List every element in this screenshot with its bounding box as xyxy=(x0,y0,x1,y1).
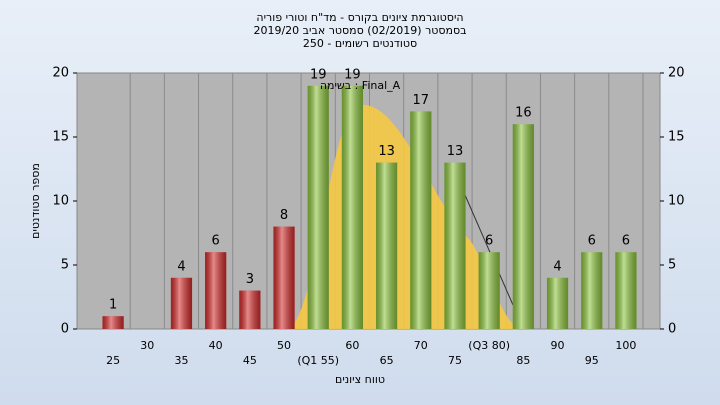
data-label: 13 xyxy=(447,144,464,159)
x-tick-label: (Q3 80) xyxy=(468,339,510,352)
x-tick-label: 95 xyxy=(585,354,599,367)
bar-shine xyxy=(205,252,227,329)
x-tick-label: 50 xyxy=(277,339,291,352)
bar-shine xyxy=(170,277,193,329)
data-label: 1 xyxy=(109,298,117,313)
x-tick-label: 35 xyxy=(174,354,188,367)
bar-shine xyxy=(615,252,637,329)
bars: 1 4 6 3 8 19 19 13 17 13 6 16 4 6 6 xyxy=(102,67,637,330)
bar-shine xyxy=(410,111,432,330)
bar-shine xyxy=(581,252,603,329)
y-tick-label: 20 xyxy=(52,66,69,81)
x-tick-label: 65 xyxy=(380,354,394,367)
data-label: 4 xyxy=(177,259,185,274)
chart-title: היסטוגרמת ציונים בקורס - מד"ח וטורי פורי… xyxy=(256,11,463,24)
y2-tick-label: 15 xyxy=(668,130,685,145)
y2-tick-label: 10 xyxy=(668,194,685,209)
bar-shine xyxy=(375,162,398,329)
data-label: 19 xyxy=(344,67,361,82)
x-tick-label: 75 xyxy=(448,354,462,367)
y-tick-label: 10 xyxy=(52,194,69,209)
y2-tick-label: 5 xyxy=(668,258,676,273)
y-axis-label: מספר סטודנטים xyxy=(29,163,42,239)
bar-shine xyxy=(341,85,364,329)
data-label: 6 xyxy=(485,234,493,249)
bar-shine xyxy=(512,124,534,329)
bar-shine xyxy=(239,290,261,329)
bar-shine xyxy=(546,277,569,329)
x-tick-label: 25 xyxy=(106,354,120,367)
chart-subtitle: בסמסטר (02/2019) סמסטר אביב 2019/20 xyxy=(253,24,466,37)
data-label: 6 xyxy=(588,234,596,249)
data-label: 6 xyxy=(212,234,220,249)
y2-tick-label: 0 xyxy=(668,322,676,337)
data-label: 17 xyxy=(413,93,430,108)
x-tick-label: (Q1 55) xyxy=(297,354,339,367)
bar-shine xyxy=(444,162,466,329)
data-label: 3 xyxy=(246,272,254,287)
x-tick-label: 40 xyxy=(209,339,223,352)
x-tick-label: 90 xyxy=(551,339,565,352)
bar-shine xyxy=(307,85,329,329)
y-tick-label: 0 xyxy=(61,322,69,337)
y2-tick-label: 20 xyxy=(668,66,685,81)
data-label: 19 xyxy=(310,67,327,82)
chart-subtitle: סטודנטים רשומים - 250 xyxy=(303,37,417,50)
data-label: 6 xyxy=(622,234,630,249)
x-tick-label: 30 xyxy=(140,339,154,352)
data-label: 4 xyxy=(553,259,561,274)
y-tick-label: 15 xyxy=(52,130,69,145)
annotation: בשימה : Final_A xyxy=(320,79,401,92)
bar-shine xyxy=(478,252,500,329)
x-axis-label: טווח ציונים xyxy=(335,373,385,386)
x-tick-label: 70 xyxy=(414,339,428,352)
y-tick-label: 5 xyxy=(61,258,69,273)
data-label: 13 xyxy=(378,144,395,159)
x-tick-label: 100 xyxy=(615,339,636,352)
data-label: 16 xyxy=(515,106,532,121)
data-label: 8 xyxy=(280,208,288,223)
x-tick-label: 45 xyxy=(243,354,257,367)
x-tick-label: 60 xyxy=(345,339,359,352)
x-tick-label: 85 xyxy=(516,354,530,367)
bar-shine xyxy=(273,226,295,329)
bar-shine xyxy=(102,316,124,329)
indicator-line xyxy=(464,194,514,306)
